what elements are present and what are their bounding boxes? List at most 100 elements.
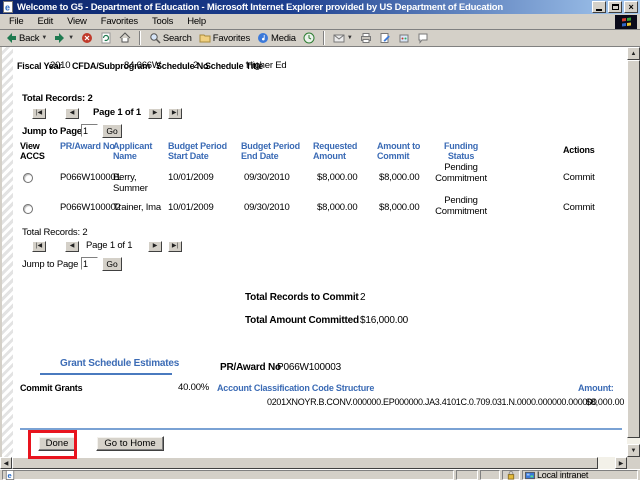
edit-button[interactable] xyxy=(379,32,391,44)
jump-to-page-input[interactable] xyxy=(81,124,98,137)
close-button[interactable]: × xyxy=(624,1,638,13)
mail-button[interactable]: ▼ xyxy=(333,32,353,44)
browser-toolbar: Back ▼ ▼ Search Favorites Media ▼ xyxy=(0,30,640,47)
menu-edit[interactable]: Edit xyxy=(37,16,54,27)
media-button[interactable]: Media xyxy=(257,32,296,44)
last-page-button[interactable]: ▶| xyxy=(168,241,182,252)
jump-to-page-label: Jump to Page xyxy=(22,126,82,137)
menu-bar: File Edit View Favorites Tools Help xyxy=(0,14,640,30)
search-button[interactable]: Search xyxy=(149,32,192,44)
status-zone-pane: Local intranet xyxy=(522,470,638,480)
svg-text:e: e xyxy=(5,3,10,13)
menu-file[interactable]: File xyxy=(9,16,24,27)
media-label: Media xyxy=(271,32,296,44)
col-header-pr-award-no[interactable]: PR/Award No xyxy=(60,141,115,151)
col-header-requested-amount[interactable]: Requested Amount xyxy=(313,141,358,161)
forward-button[interactable]: ▼ xyxy=(54,32,74,44)
col-header-applicant-name[interactable]: Applicant Name xyxy=(113,141,153,161)
menu-view[interactable]: View xyxy=(67,16,87,27)
row-commit-amount: $8,000.00 xyxy=(379,202,420,213)
minimize-button[interactable] xyxy=(592,1,606,13)
discuss-icon xyxy=(418,33,428,44)
scrollbar-corner xyxy=(627,457,640,469)
accs-amount-label: Amount: xyxy=(578,383,614,393)
schedule-no-label: Schedule No xyxy=(156,61,209,71)
jump-to-page-input[interactable] xyxy=(81,257,98,270)
mail-dropdown-icon: ▼ xyxy=(346,35,353,41)
print-icon xyxy=(360,33,371,43)
favorites-label: Favorites xyxy=(212,32,251,44)
next-page-button[interactable]: ▶ xyxy=(148,108,162,119)
schedule-no-value: 2 xyxy=(193,60,199,71)
print-button[interactable] xyxy=(360,32,372,44)
bottom-divider xyxy=(20,428,622,430)
col-header-budget-end[interactable]: Budget Period End Date xyxy=(241,141,300,161)
last-page-button[interactable]: ▶| xyxy=(168,108,182,119)
row-requested: $8,000.00 xyxy=(317,202,358,213)
col-header-amount-to-commit[interactable]: Amount to Commit xyxy=(377,141,421,161)
menu-favorites[interactable]: Favorites xyxy=(100,16,138,27)
total-amount-committed-label: Total Amount Committed xyxy=(245,315,359,326)
total-records-top: Total Records: 2 xyxy=(22,93,93,104)
scroll-right-icon[interactable]: ▶ xyxy=(615,457,627,469)
total-records-bottom: Total Records: 2 xyxy=(22,227,88,238)
prev-page-button[interactable]: ◀ xyxy=(65,108,79,119)
horizontal-scrollbar-thumb[interactable] xyxy=(12,457,598,469)
windows-flag-throbber xyxy=(615,15,637,29)
commit-grants-label: Commit Grants xyxy=(20,383,83,393)
go-to-home-button[interactable]: Go to Home xyxy=(96,436,164,451)
jump-to-page-label: Jump to Page xyxy=(22,259,79,270)
grant-schedule-estimates-title: Grant Schedule Estimates xyxy=(60,358,180,369)
col-header-budget-start[interactable]: Budget Period Start Date xyxy=(168,141,227,161)
go-button[interactable]: Go xyxy=(102,257,122,271)
stop-icon xyxy=(81,33,92,43)
first-page-button[interactable]: |◀ xyxy=(32,108,46,119)
discuss-button[interactable] xyxy=(417,32,429,44)
go-button[interactable]: Go xyxy=(102,124,122,138)
scroll-left-icon[interactable]: ◀ xyxy=(0,457,12,469)
row-pr-award: P066W100002 xyxy=(60,202,121,213)
history-button[interactable] xyxy=(303,32,315,44)
status-pane xyxy=(456,470,478,480)
search-label: Search xyxy=(162,32,192,44)
row-action-commit[interactable]: Commit xyxy=(563,202,595,213)
search-icon xyxy=(150,33,161,44)
annotation-highlight-box xyxy=(28,430,77,459)
lock-icon xyxy=(507,470,515,480)
row-action-commit[interactable]: Commit xyxy=(563,172,595,183)
next-page-button[interactable]: ▶ xyxy=(148,241,162,252)
favorites-folder-icon xyxy=(199,34,211,43)
view-accs-radio[interactable] xyxy=(23,204,33,214)
menu-tools[interactable]: Tools xyxy=(152,16,174,27)
title-bar: e Welcome to G5 - Department of Educatio… xyxy=(0,0,640,14)
restore-button[interactable] xyxy=(608,1,622,13)
refresh-button[interactable] xyxy=(100,32,112,44)
row-funding-status: Pending Commitment xyxy=(435,162,487,184)
menu-help[interactable]: Help xyxy=(187,16,206,27)
prev-page-button[interactable]: ◀ xyxy=(65,241,79,252)
first-page-button[interactable]: |◀ xyxy=(32,241,46,252)
scroll-down-icon[interactable]: ▼ xyxy=(627,444,640,457)
vertical-scrollbar[interactable]: ▲ ▼ xyxy=(627,47,640,457)
home-button[interactable] xyxy=(119,32,131,44)
page-left-margin xyxy=(2,47,13,457)
row-end-date: 09/30/2010 xyxy=(244,202,290,213)
vertical-scrollbar-thumb[interactable] xyxy=(627,60,640,438)
row-applicant: Trainer, Ima xyxy=(113,202,161,213)
back-dropdown-icon: ▼ xyxy=(41,35,48,41)
view-accs-radio[interactable] xyxy=(23,173,33,183)
favorites-button[interactable]: Favorites xyxy=(199,32,250,44)
forward-arrow-icon xyxy=(55,33,65,43)
scroll-up-icon[interactable]: ▲ xyxy=(627,47,640,60)
accs-structure-label: Account Classification Code Structure xyxy=(217,383,375,393)
col-header-funding-status[interactable]: Funding Status xyxy=(443,141,479,161)
schedule-title-label: Schedule Title xyxy=(205,61,264,71)
back-button[interactable]: Back ▼ xyxy=(5,32,47,44)
messenger-button[interactable] xyxy=(398,32,410,44)
horizontal-scrollbar[interactable]: ◀ ▶ xyxy=(0,457,627,469)
estimates-pr-award-label: PR/Award No xyxy=(220,362,281,373)
mail-icon xyxy=(333,34,345,43)
stop-button[interactable] xyxy=(81,32,93,44)
total-amount-committed-value: $16,000.00 xyxy=(360,315,409,326)
